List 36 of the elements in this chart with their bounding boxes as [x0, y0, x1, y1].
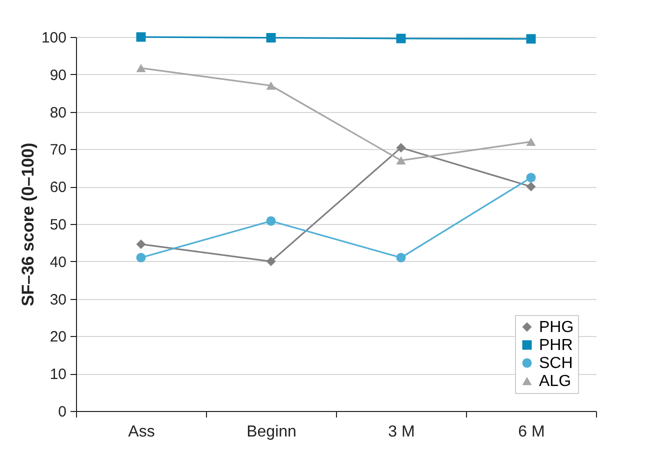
x-tick-label: Beginn: [246, 424, 296, 440]
legend-label: SCH: [539, 355, 573, 372]
legend-label: PHR: [539, 337, 573, 354]
point: [136, 32, 146, 42]
y-tick-label: 100: [41, 30, 66, 46]
x-tick-label: 3 M: [388, 424, 415, 440]
point: [526, 138, 536, 146]
point: [396, 142, 406, 152]
x-tick-label: 6 M: [518, 424, 545, 440]
legend-label: ALG: [539, 373, 572, 390]
point: [266, 33, 276, 42]
point: [526, 34, 536, 44]
y-tick-label: 20: [50, 328, 66, 346]
y-tick-label: 40: [50, 254, 66, 271]
point: [136, 252, 146, 262]
point: [266, 256, 276, 266]
x-tick-label: Ass: [128, 424, 155, 440]
y-tick-label: 10: [50, 366, 66, 384]
point: [396, 156, 406, 165]
point: [136, 239, 146, 249]
point: [396, 34, 406, 44]
point: [136, 64, 146, 72]
y-tick-label: 90: [50, 66, 66, 84]
y-tick-label: 30: [50, 291, 66, 308]
point: [526, 182, 536, 192]
y-tick-label: 80: [50, 104, 66, 122]
point: [266, 82, 276, 90]
y-tick-label: 0: [58, 404, 66, 420]
y-tick-label: 70: [50, 142, 66, 159]
point: [266, 216, 276, 226]
y-tick-label: 50: [50, 216, 66, 234]
point: [526, 172, 536, 182]
legend-label: PHG: [539, 319, 574, 336]
point: [396, 252, 406, 262]
y-axis-title: SF–36 score (0–100): [18, 142, 38, 306]
y-tick-label: 60: [50, 179, 66, 196]
